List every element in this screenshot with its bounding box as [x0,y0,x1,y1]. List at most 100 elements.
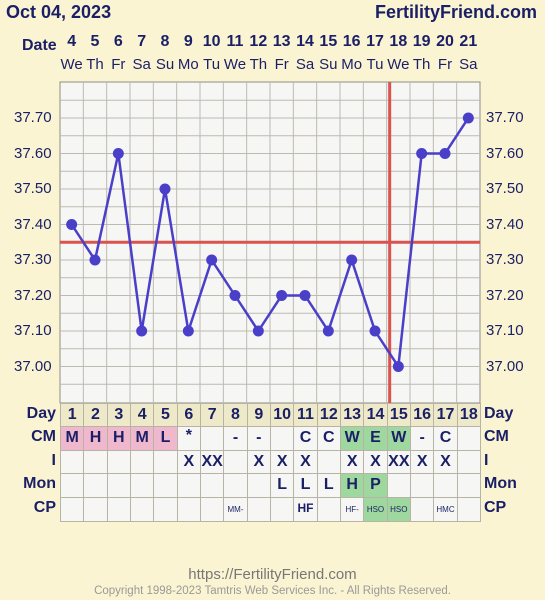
intercourse-cell: X [410,450,435,474]
cp-cell [153,497,178,522]
intercourse-cell: X [176,450,201,474]
temperature-point [66,219,78,230]
cm-cell: - [410,426,435,451]
monitor-cell [456,473,481,498]
cm-cell: M [60,426,85,451]
monitor-cell: H [340,473,365,498]
y-tick-label: 37.20 [486,286,524,304]
weekday-label: Tu [203,56,221,73]
date-number: 5 [90,33,100,50]
cm-cell: - [246,426,271,451]
date-number: 7 [137,33,147,50]
intercourse-cell: X [246,450,271,474]
weekday-label: Fr [437,56,453,73]
row-label-cm: CM [484,428,509,445]
intercourse-cell [456,450,481,474]
y-tick-label: 37.50 [486,180,524,197]
monitor-cell: L [316,473,341,498]
intercourse-cell: X [293,450,318,474]
weekday-label: Mo [177,56,199,73]
weekday-label: We [387,56,410,73]
y-tick-label: 37.60 [486,144,524,162]
cm-cell: C [293,426,318,451]
y-tick-label: 37.20 [14,286,52,304]
day-cell: 3 [106,403,131,427]
y-tick-label: 37.70 [486,109,524,126]
row-label-monitor: Mon [23,475,56,492]
weekday-label: We [223,56,247,73]
monitor-cell [83,473,108,498]
cp-cell [246,497,271,522]
date-number: 14 [296,33,314,50]
day-cell: 8 [223,403,248,427]
temperature-point [89,254,101,266]
day-cell: 1 [60,403,85,427]
temperature-point [299,290,311,301]
date-number: 15 [319,33,338,50]
temperature-point [182,325,194,337]
site-name[interactable]: FertilityFriend.com [374,2,537,22]
intercourse-cell: XX [200,450,225,474]
weekday-label: Sa [132,56,151,73]
cm-cell: M [130,426,155,451]
cp-cell: HF [293,497,318,522]
weekday-label: Mo [341,56,363,73]
date-number: 6 [113,33,123,50]
y-tick-label: 37.00 [486,357,524,375]
cp-cell [60,497,85,522]
monitor-cell [223,473,248,498]
monitor-cell [60,473,85,498]
weekday-label: Fr [274,56,289,73]
temperature-line [70,117,470,371]
row-label-cp: CP [33,499,56,516]
day-cell: 10 [270,403,295,427]
y-tick-label: 37.00 [14,357,52,375]
temperature-point [346,254,358,266]
cp-cell [270,497,295,522]
weekday-label: Tu [366,56,384,73]
chart-date: Oct 04, 2023 [6,2,112,22]
day-cell: 13 [340,403,365,427]
cm-cell: C [433,426,458,451]
y-tick-label: 37.30 [486,251,524,268]
row-label-intercourse: I [484,452,489,469]
cp-cell: HMC [433,497,458,522]
footer-url[interactable]: https://FertilityFriend.com [188,566,357,583]
cm-cell: W [340,426,365,451]
weekday-label: Th [86,56,104,73]
date-number: 17 [366,33,384,50]
temperature-point [252,325,264,337]
day-cell: 14 [363,403,388,427]
temperature-point [439,148,451,159]
cp-cell [410,497,435,522]
temperature-point [322,325,334,337]
cp-cell [200,497,225,522]
date-number: 12 [249,33,268,50]
day-cell: 15 [386,403,411,427]
date-number: 20 [436,33,454,50]
cp-cell [106,497,131,522]
monitor-cell [153,473,178,498]
cp-cell: HSO [363,497,388,522]
cm-cell: H [83,426,108,451]
cm-cell: C [316,426,341,451]
monitor-cell: L [293,473,318,498]
intercourse-cell: X [270,450,295,474]
temperature-point [136,325,148,337]
temperature-point [229,290,241,301]
weekday-label: Th [249,56,268,73]
day-cell: 5 [153,403,178,427]
monitor-cell [386,473,411,498]
weekday-label: Su [155,56,175,73]
cp-cell: MM- [223,497,248,522]
monitor-cell [433,473,458,498]
y-tick-label: 37.70 [14,109,52,126]
row-label-monitor: Mon [484,475,517,492]
day-cell: 7 [200,403,225,427]
date-label: Date [22,37,57,54]
footer-copyright: Copyright 1998-2023 Tamtris Web Services… [94,585,451,597]
date-number: 18 [389,33,408,50]
intercourse-cell [106,450,131,474]
date-number: 21 [459,33,478,50]
weekday-label: Th [412,56,431,73]
